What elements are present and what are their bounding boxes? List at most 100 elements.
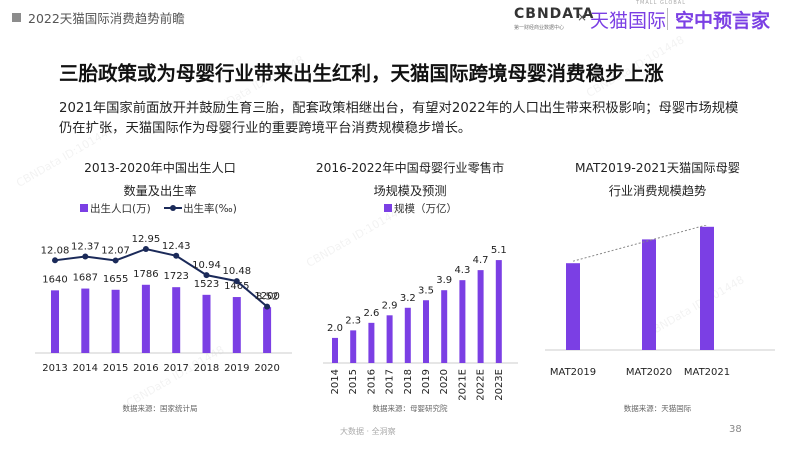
bar: [700, 226, 714, 350]
page-number: 38: [729, 424, 742, 435]
bar: [642, 239, 656, 350]
bar: [81, 288, 90, 353]
bar: [232, 297, 241, 353]
brand-separator: ×: [577, 10, 588, 24]
rate-label: 10.48: [222, 266, 251, 277]
tick-label: 2020: [439, 369, 450, 394]
rate-point: [264, 303, 271, 310]
tick-label: 2014: [330, 369, 341, 394]
rate-label: 12.37: [71, 242, 100, 253]
rate-point: [112, 257, 119, 264]
data-label: 3.2: [400, 293, 416, 304]
tmall-global-logo-subtitle: TMALL GLOBAL: [636, 0, 687, 6]
rate-point: [82, 253, 89, 260]
tick-label: 2019: [224, 363, 249, 374]
chart2-source: 数据来源：母婴研究院: [372, 404, 448, 413]
bar: [368, 322, 375, 363]
tick-label: MAT2019: [550, 367, 596, 378]
chart1-legend: 出生人口(万) 出生率(‰): [80, 201, 237, 216]
tick-label: 2016: [133, 363, 158, 374]
bar-legend-swatch: [80, 204, 88, 212]
bar: [441, 290, 448, 363]
data-label: 4.7: [473, 255, 489, 266]
chart2-title-line1: 2016-2022年中国母婴行业零售市: [315, 161, 505, 175]
page-title: 三胎政策或为母婴行业带来出生红利，天猫国际跨境母婴消费稳步上涨: [59, 62, 664, 85]
section-marker: [12, 13, 21, 22]
cbndata-logo: CBNDATA: [514, 6, 595, 22]
tick-label: MAT2020: [626, 367, 672, 378]
tick-label: 2019: [421, 369, 432, 394]
bar: [459, 280, 466, 363]
bar: [566, 263, 580, 350]
tick-label: 2018: [194, 363, 219, 374]
chart3-tmall-consumption: MAT2019 MAT2020 MAT2021: [545, 225, 775, 378]
chart2-title: 2016-2022年中国母婴行业零售市 场规模及预测: [300, 157, 520, 203]
data-label: 1200: [254, 291, 279, 302]
bar: [404, 307, 411, 363]
data-label: 1723: [163, 271, 188, 282]
data-label: 3.5: [418, 285, 434, 296]
bar: [202, 294, 211, 353]
rate-label: 12.08: [41, 245, 70, 256]
bar: [423, 300, 429, 363]
rate-label: 12.95: [132, 234, 161, 245]
chart1-legend-bar-label: 出生人口(万): [90, 203, 151, 215]
tick-label: 2016: [366, 369, 377, 394]
chart3-title-line1: MAT2019-2021天猫国际母婴: [575, 161, 740, 175]
data-label: 1687: [73, 273, 98, 284]
bar: [332, 337, 338, 363]
data-label: 1640: [42, 274, 67, 285]
tick-label: 2017: [385, 369, 396, 394]
tick-label: 2013: [42, 363, 67, 374]
footer-slogan: 大数据 · 全洞察: [340, 427, 396, 436]
bar: [350, 330, 357, 363]
rate-point: [142, 246, 149, 252]
section-title: 2022天猫国际消费趋势前瞻: [28, 11, 185, 26]
data-label: 4.3: [454, 265, 470, 276]
chart3-title-line2: 行业消费规模趋势: [608, 184, 707, 198]
tick-label: 2020: [254, 363, 279, 374]
tmall-global-logo: 天猫国际: [590, 10, 667, 32]
chart2-title-line2: 场规模及预测: [373, 184, 447, 198]
chart1-title-line2: 数量及出生率: [123, 184, 197, 198]
tick-label: MAT2021: [684, 367, 730, 378]
tick-label: 2023E: [494, 369, 505, 401]
chart3-source: 数据来源：天猫国际: [623, 404, 692, 413]
bar: [51, 290, 59, 353]
rate-point: [203, 272, 210, 279]
data-label: 2.9: [382, 300, 398, 311]
bar: [477, 270, 484, 363]
tick-label: 2017: [163, 363, 188, 374]
page-subtitle: 2021年国家前面放开并鼓励生育三胎，配套政策相继出台，有望对2022年的人口出…: [59, 101, 739, 136]
bar: [263, 307, 272, 353]
chart1-title: 2013-2020年中国出生人口 数量及出生率: [40, 157, 280, 203]
rate-point: [233, 278, 240, 285]
tick-label: 2014: [73, 363, 98, 374]
bar: [141, 284, 150, 353]
tick-label: 2015: [103, 363, 128, 374]
data-label: 2.6: [363, 308, 379, 319]
chart3-title: MAT2019-2021天猫国际母婴 行业消费规模趋势: [535, 157, 780, 203]
data-label: 1465: [224, 281, 249, 292]
data-label: 1523: [194, 279, 219, 290]
bar: [172, 287, 181, 353]
chart1-legend-line-label: 出生率(‰): [183, 203, 237, 215]
trend-line: [572, 225, 708, 262]
data-label: 2.0: [327, 323, 343, 334]
rate-line: [54, 247, 268, 308]
rate-label: 12.43: [162, 241, 191, 252]
kongzhong-logo: 空中预言家: [675, 10, 771, 32]
tick-label: 2015: [348, 369, 359, 394]
chart2-legend: 规模（万亿）: [384, 201, 457, 216]
bar: [386, 315, 393, 363]
chart1-source: 数据来源：国家统计局: [122, 404, 198, 413]
chart2-legend-label: 规模（万亿）: [394, 203, 457, 215]
tick-label: 2018: [403, 369, 414, 394]
data-label: 1786: [133, 269, 158, 280]
rate-point: [52, 257, 58, 264]
bar: [495, 260, 502, 363]
data-label: 2.3: [345, 315, 361, 326]
bar-legend-swatch: [384, 204, 392, 212]
data-label: 5.1: [491, 245, 507, 256]
chart1-births: 1640 2013 1687 2014 1655 2015 1786 2016 1723 2017…: [35, 234, 292, 374]
